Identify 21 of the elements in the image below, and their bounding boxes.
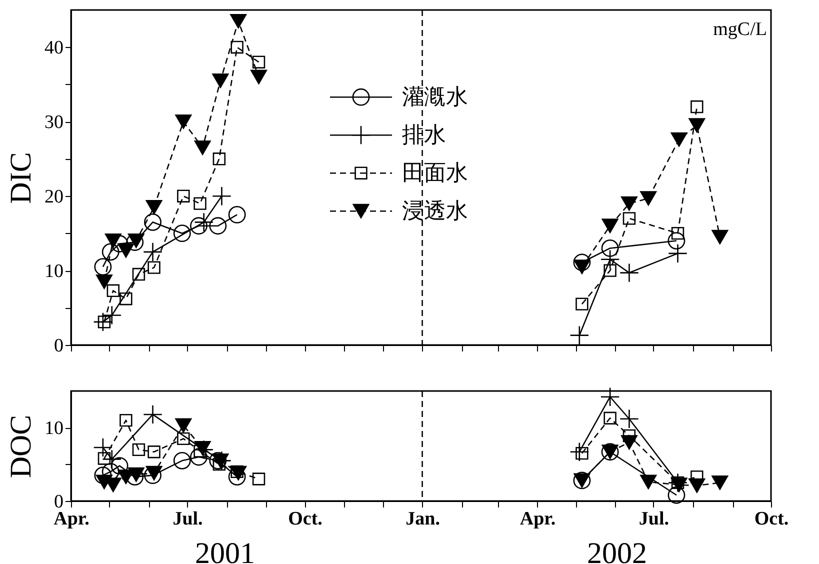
legend-label: 田面水	[402, 161, 468, 186]
y-tick-label: 10	[44, 418, 64, 440]
x-tick-label: Apr.	[520, 508, 556, 530]
text: 2002	[587, 537, 647, 564]
y-tick-label: 40	[44, 38, 64, 59]
annotation: mgC/L	[713, 19, 767, 40]
x-tick-label: Oct.	[288, 508, 322, 530]
x-tick-label: Jul.	[172, 508, 203, 530]
y-tick-label: 10	[44, 261, 64, 282]
x-tick-label: Jan.	[406, 508, 440, 530]
text: 2001	[195, 537, 255, 564]
y-tick-label: 0	[54, 336, 64, 356]
x-tick-label: Oct.	[754, 508, 789, 530]
y-axis-title: DOC	[4, 414, 38, 478]
y-tick-label: 20	[44, 186, 64, 208]
legend-label: 浸透水	[402, 199, 468, 224]
x-tick-label: Jul.	[638, 508, 670, 530]
legend-label: 灌漑水	[402, 85, 468, 110]
legend-label: 排水	[402, 123, 446, 148]
y-axis-title: DIC	[4, 152, 38, 204]
y-tick-label: 30	[44, 112, 64, 134]
